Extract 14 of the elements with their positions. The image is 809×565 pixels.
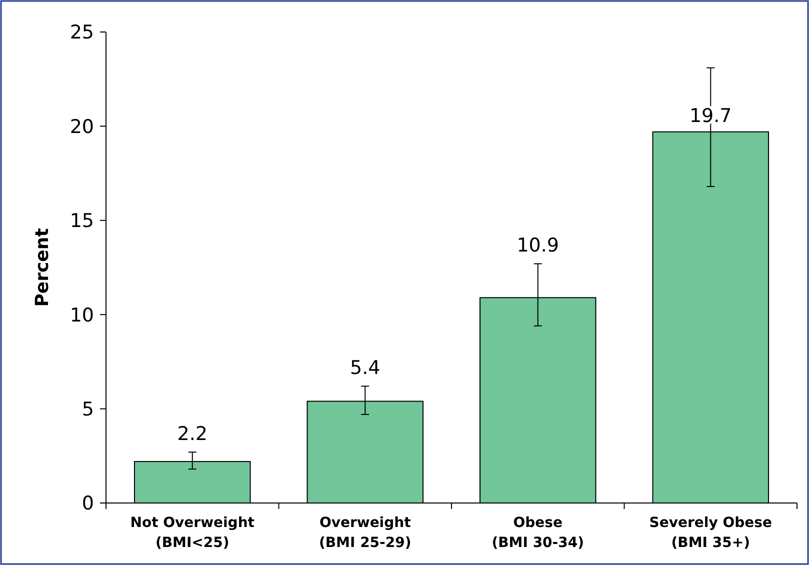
y-tick-label: 10 (70, 304, 94, 326)
y-tick-label: 15 (70, 210, 94, 232)
y-tick-label: 5 (82, 398, 94, 420)
x-tick-label: Not Overweight (BMI<25) (130, 515, 255, 551)
x-tick-label: Obese (BMI 30-34) (492, 515, 584, 551)
data-label: 5.4 (350, 357, 380, 380)
x-tick-label: Severely Obese (BMI 35+) (649, 515, 772, 551)
y-tick-label: 25 (70, 22, 94, 44)
data-label: 10.9 (516, 234, 560, 257)
data-label: 2.2 (177, 423, 208, 446)
y-tick-label: 20 (70, 116, 94, 138)
y-tick-label: 0 (82, 492, 94, 515)
y-axis-title: Percent (32, 228, 53, 307)
x-tick-label: Overweight (BMI 25-29) (318, 515, 412, 551)
